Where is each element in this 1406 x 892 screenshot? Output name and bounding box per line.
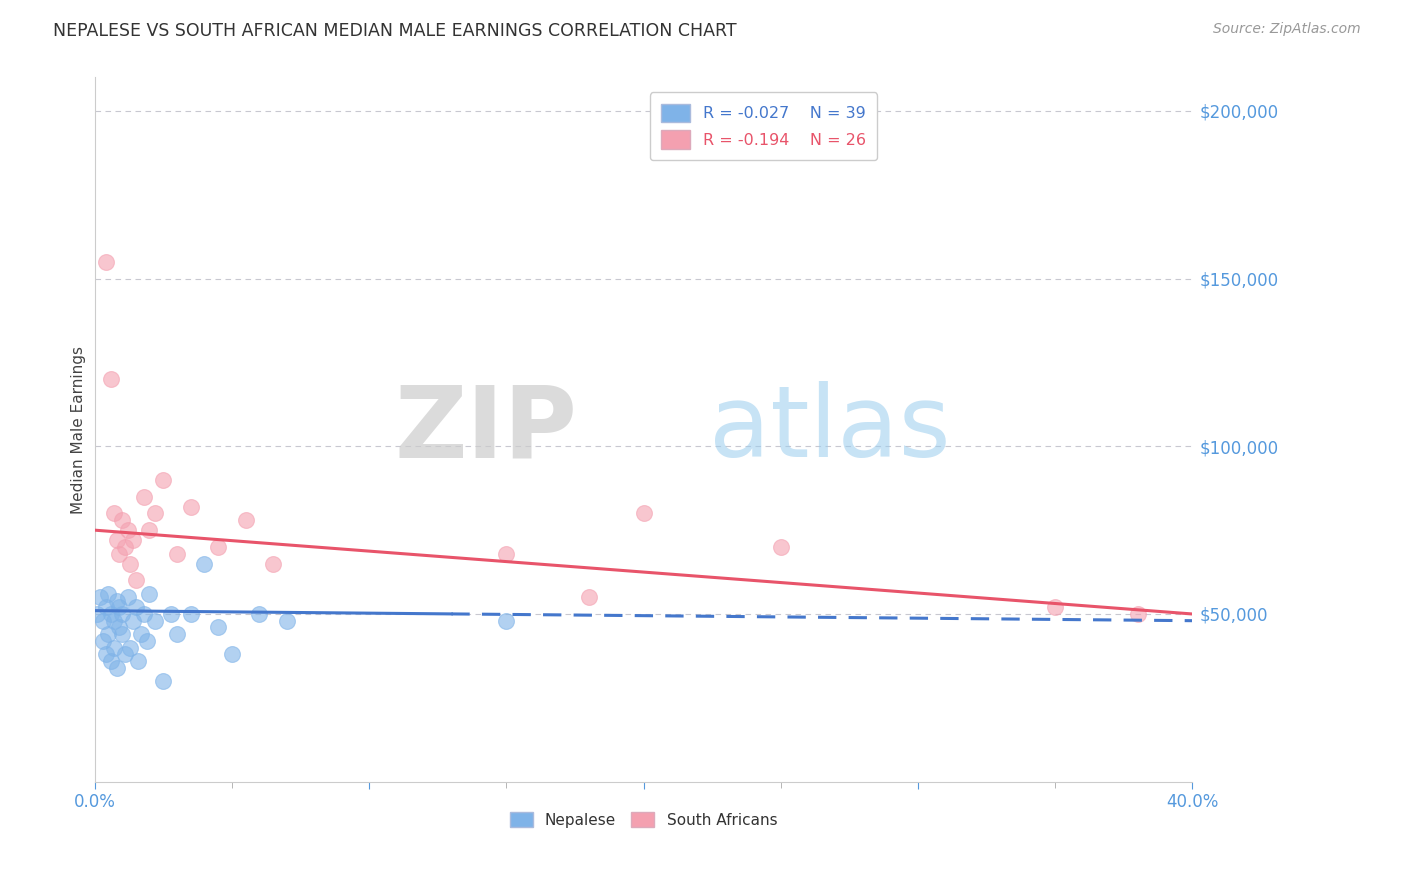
- Point: [105, 533, 128, 548]
- Legend: Nepalese, South Africans: Nepalese, South Africans: [503, 805, 783, 834]
- Point: [160, 607, 183, 621]
- Point: [152, 473, 174, 487]
- Text: Source: ZipAtlas.com: Source: ZipAtlas.com: [1213, 22, 1361, 37]
- Point: [100, 372, 122, 386]
- Point: [495, 614, 517, 628]
- Point: [207, 540, 229, 554]
- Point: [103, 507, 125, 521]
- Point: [117, 523, 139, 537]
- Point: [94, 255, 117, 269]
- Y-axis label: Median Male Earnings: Median Male Earnings: [72, 345, 86, 514]
- Point: [91, 614, 114, 628]
- Point: [103, 614, 125, 628]
- Point: [143, 614, 166, 628]
- Point: [221, 647, 243, 661]
- Point: [122, 614, 145, 628]
- Point: [120, 557, 142, 571]
- Text: NEPALESE VS SOUTH AFRICAN MEDIAN MALE EARNINGS CORRELATION CHART: NEPALESE VS SOUTH AFRICAN MEDIAN MALE EA…: [53, 22, 737, 40]
- Point: [262, 557, 284, 571]
- Point: [105, 660, 128, 674]
- Point: [578, 591, 600, 605]
- Point: [166, 547, 188, 561]
- Point: [89, 591, 111, 605]
- Point: [114, 540, 136, 554]
- Point: [108, 547, 131, 561]
- Point: [111, 513, 134, 527]
- Point: [100, 607, 122, 621]
- Point: [94, 600, 117, 615]
- Point: [125, 600, 148, 615]
- Point: [86, 607, 108, 621]
- Point: [207, 620, 229, 634]
- Point: [111, 627, 134, 641]
- Point: [135, 633, 157, 648]
- Point: [129, 627, 152, 641]
- Text: ZIP: ZIP: [395, 381, 578, 478]
- Point: [105, 593, 128, 607]
- Point: [117, 591, 139, 605]
- Point: [193, 557, 215, 571]
- Point: [1126, 607, 1149, 621]
- Point: [100, 654, 122, 668]
- Point: [495, 547, 517, 561]
- Point: [122, 533, 145, 548]
- Point: [120, 640, 142, 655]
- Point: [1045, 600, 1067, 615]
- Point: [111, 607, 134, 621]
- Point: [166, 627, 188, 641]
- Point: [138, 587, 160, 601]
- Point: [94, 647, 117, 661]
- Point: [633, 507, 655, 521]
- Point: [143, 507, 166, 521]
- Point: [132, 490, 155, 504]
- Point: [97, 587, 120, 601]
- Point: [108, 620, 131, 634]
- Point: [108, 600, 131, 615]
- Text: atlas: atlas: [710, 381, 950, 478]
- Point: [235, 513, 257, 527]
- Point: [276, 614, 298, 628]
- Point: [180, 500, 202, 514]
- Point: [127, 654, 149, 668]
- Point: [152, 674, 174, 689]
- Point: [103, 640, 125, 655]
- Point: [125, 574, 148, 588]
- Point: [91, 633, 114, 648]
- Point: [132, 607, 155, 621]
- Point: [180, 607, 202, 621]
- Point: [138, 523, 160, 537]
- Point: [114, 647, 136, 661]
- Point: [97, 627, 120, 641]
- Point: [247, 607, 270, 621]
- Point: [769, 540, 792, 554]
